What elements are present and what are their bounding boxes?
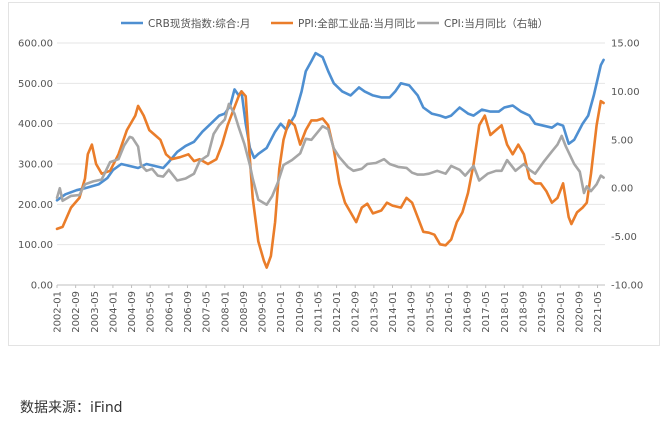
left-tick-label: 400.00 [18, 119, 53, 130]
x-tick-label: 2015-05 [425, 291, 436, 333]
left-tick-label: 500.00 [18, 79, 53, 90]
chart-frame: 0.00 100.00 200.00 300.00 400.00 500.00 600.00… [8, 2, 660, 346]
x-tick-label: 2004-09 [127, 291, 138, 333]
x-tick-label: 2020-01 [556, 291, 567, 333]
legend-label-3: CPI:当月同比（右轴） [444, 17, 548, 30]
x-tick-label: 2010-09 [295, 291, 306, 333]
series-line-3 [55, 102, 605, 206]
x-tick-label: 2016-01 [444, 291, 455, 333]
series-line-2 [55, 90, 605, 269]
right-tick-label: 5.00 [611, 135, 633, 146]
x-tick-label: 2018-01 [500, 291, 511, 333]
x-tick-label: 2021-05 [593, 291, 604, 333]
x-tick-label: 2014-09 [407, 291, 418, 333]
x-tick-label: 2003-05 [90, 291, 101, 333]
x-tick-label: 2002-01 [53, 291, 64, 333]
right-tick-label: -5.00 [611, 232, 637, 243]
left-tick-label: 300.00 [18, 160, 53, 171]
x-tick-label: 2004-01 [108, 291, 119, 333]
x-tick-label: 2006-01 [164, 291, 175, 333]
left-tick-label: 600.00 [18, 39, 53, 50]
legend-label-2: PPI:全部工业品:当月同比 [298, 17, 415, 30]
chart-canvas: 0.00 100.00 200.00 300.00 400.00 500.00 600.00… [18, 17, 643, 333]
right-tick-label: 10.00 [611, 87, 640, 98]
x-tick-label: 2008-09 [239, 291, 250, 333]
legend-label-1: CRB现货指数:综合:月 [148, 17, 250, 30]
x-tick-label: 2005-05 [146, 291, 157, 333]
x-tick-label: 2007-05 [202, 291, 213, 333]
source-note: 数据来源：iFind [20, 400, 123, 416]
x-tick-label: 2017-05 [481, 291, 492, 333]
series-line-1 [55, 51, 605, 202]
x-tick-label: 2009-05 [258, 291, 269, 333]
left-tick-label: 200.00 [18, 200, 53, 211]
right-tick-label: 15.00 [611, 39, 640, 50]
right-tick-label: 0.00 [611, 184, 633, 195]
x-tick-label: 2012-09 [351, 291, 362, 333]
x-tick-label: 2019-05 [537, 291, 548, 333]
x-tick-label: 2008-01 [220, 291, 231, 333]
x-tick-label: 2013-05 [369, 291, 380, 333]
x-tick-label: 2012-01 [332, 291, 343, 333]
right-tick-label: -10.00 [611, 281, 643, 292]
x-tick-label: 2016-09 [463, 291, 474, 333]
x-tick-label: 2014-01 [388, 291, 399, 333]
left-tick-label: 0.00 [31, 281, 53, 292]
x-tick-label: 2006-09 [183, 291, 194, 333]
x-tick-label: 2002-09 [71, 291, 82, 333]
x-tick-label: 2018-09 [518, 291, 529, 333]
x-tick-label: 2010-01 [276, 291, 287, 333]
left-tick-label: 100.00 [18, 240, 53, 251]
x-tick-label: 2011-05 [313, 291, 324, 333]
x-tick-label: 2020-09 [574, 291, 585, 333]
